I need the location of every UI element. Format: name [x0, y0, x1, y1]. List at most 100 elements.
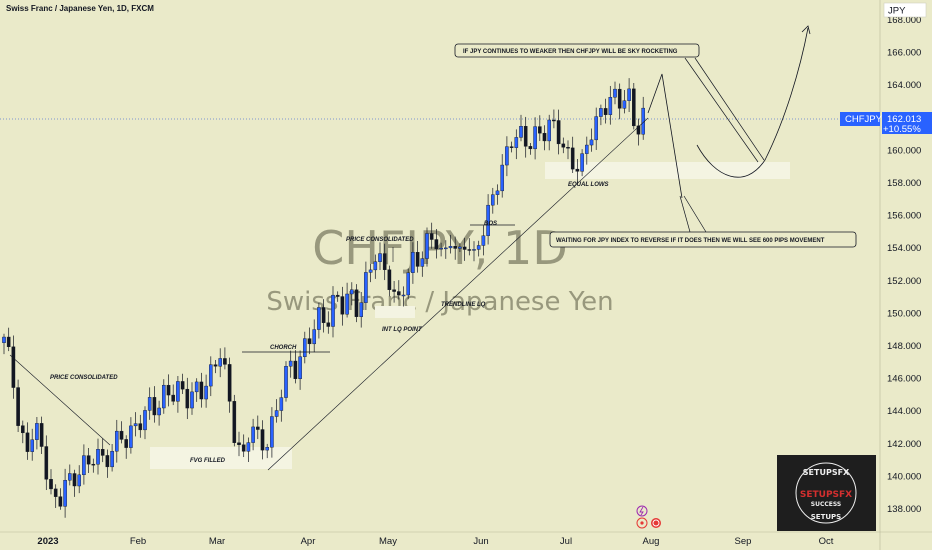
price-scale[interactable]: [880, 0, 932, 550]
currency-badge[interactable]: [883, 2, 927, 18]
candle-body: [110, 451, 114, 468]
candle-body: [401, 294, 406, 297]
price-tag: [882, 112, 932, 134]
candle-body: [561, 143, 566, 148]
candle-body: [21, 425, 25, 434]
candle-body: [566, 147, 570, 149]
lightning-event-icon[interactable]: [636, 505, 648, 517]
y-tick-labels: 168.000166.000164.000162.000160.000158.0…: [887, 15, 921, 515]
candle-body: [434, 239, 439, 250]
x-tick-label: Jun: [473, 536, 488, 547]
candle-body: [368, 269, 373, 273]
candle-body: [613, 88, 617, 98]
label-price-consolidated-jan: PRICE CONSOLIDATED: [50, 375, 118, 381]
candle-body: [542, 132, 547, 142]
candle-body: [49, 479, 53, 490]
y-tick-label: 138.000: [887, 504, 921, 515]
callout-top: [454, 43, 700, 58]
price-tag-change: +10.55%: [883, 124, 921, 135]
news-event-icon[interactable]: [651, 518, 661, 528]
candle-body: [204, 385, 208, 400]
candle-body: [44, 446, 49, 480]
equal-lows-zone: [545, 162, 790, 179]
candle-body: [321, 307, 326, 323]
candle-body: [425, 233, 429, 259]
candle-body: [77, 474, 81, 487]
candle-body: [35, 423, 39, 440]
lightning-glyph-icon: [639, 506, 644, 516]
x-tick-label: 2023: [37, 536, 58, 547]
candle-body: [138, 423, 143, 431]
candle-body: [514, 137, 519, 148]
candle-body: [603, 108, 608, 115]
candle-body: [585, 144, 589, 154]
x-tick-label: Sep: [735, 536, 752, 547]
candle-body: [199, 381, 204, 400]
candle-body: [251, 426, 255, 443]
candle-body: [218, 358, 223, 367]
candle-body: [359, 302, 364, 317]
candle-body: [194, 381, 199, 393]
label-fvg-filled: FVG FILLED: [190, 458, 226, 464]
candle-body: [340, 296, 345, 315]
label-bos: BOS: [484, 221, 497, 227]
logo-background: [777, 455, 876, 531]
candle-body: [448, 246, 453, 249]
candle-body: [354, 289, 359, 317]
candle-body: [411, 252, 415, 273]
y-tick-label: 160.000: [887, 145, 921, 156]
callout-top-pointer-b: [694, 57, 765, 161]
candle-body: [53, 488, 58, 497]
candle-body: [11, 346, 16, 388]
candle-body: [312, 329, 317, 345]
candle-body: [335, 294, 340, 297]
candle-body: [100, 449, 105, 456]
candle-body: [260, 429, 265, 451]
candle-body: [439, 247, 443, 250]
candle-body: [96, 449, 100, 465]
x-tick-label: Jul: [560, 536, 572, 547]
callout-bottom: [549, 231, 857, 248]
y-tick-label: 168.000: [887, 15, 921, 26]
price-tag-value: 162.013: [887, 114, 921, 125]
candle-body: [472, 249, 476, 251]
candle-body: [505, 146, 509, 166]
downtrend-line: [9, 354, 111, 446]
y-tick-label: 150.000: [887, 308, 921, 319]
candle-body: [58, 496, 63, 507]
candle-body: [547, 119, 551, 142]
candle-body: [491, 194, 495, 206]
candle-body: [185, 388, 190, 409]
candle-body: [420, 258, 425, 267]
candle-body: [279, 397, 284, 411]
x-tick-labels: 2023 Feb Mar Apr May Jun Jul Aug Sep Oct: [37, 536, 833, 547]
candle-body: [105, 455, 110, 468]
candle-body: [528, 146, 533, 150]
candle-body: [265, 447, 270, 451]
candle-body: [82, 455, 86, 476]
candle-body: [481, 235, 486, 246]
candle-body: [608, 97, 613, 115]
candle-body: [307, 338, 312, 345]
candle-body: [284, 366, 288, 398]
callout-bottom-pointer-b: [683, 195, 707, 233]
candle-body: [523, 126, 528, 147]
candle-body: [636, 125, 641, 135]
y-tick-label: 164.000: [887, 80, 921, 91]
candle-body: [166, 384, 171, 396]
label-equal-lows: EQUAL LOWS: [568, 182, 609, 188]
candle-body: [570, 147, 575, 170]
candle-body: [180, 381, 185, 390]
candle-body: [152, 397, 157, 416]
setupsfx-logo: SETUPSFX SETUPSFX SUCCESS SETUPS: [777, 455, 876, 531]
candle-body: [241, 444, 246, 452]
candle-body: [223, 358, 227, 365]
projection-zigzag: [647, 73, 683, 199]
candle-body: [30, 439, 35, 452]
y-tick-label: 154.000: [887, 243, 921, 254]
candle-body: [293, 360, 298, 379]
callout-bottom-text: WAITING FOR JPY INDEX TO REVERSE IF IT D…: [556, 238, 825, 244]
candle-body: [387, 269, 392, 290]
candle-body: [495, 190, 500, 195]
